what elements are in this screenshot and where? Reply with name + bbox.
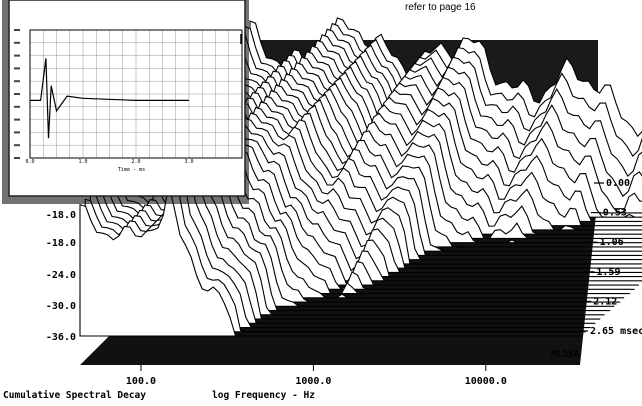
inset-x-tick-label: 3.0 [184, 159, 193, 165]
y-tick-label: -30.0 [46, 301, 76, 312]
frequency-axis-labels: 100.0 1000.0 10000.0 [126, 365, 507, 387]
chart-title: Cumulative Spectral Decay [3, 390, 146, 401]
waterfall-slice [79, 184, 580, 337]
frequency-tick-label: 1000.0 [295, 376, 331, 387]
inset-x-axis-title: Time - ms [118, 167, 145, 173]
y-tick-label: -24.0 [46, 270, 76, 281]
time-tick-label: 0.53 [603, 208, 627, 219]
time-tick-label: 1.06 [600, 237, 624, 248]
y-tick-label: -18.0 [46, 238, 76, 249]
waterfall-slices [79, 17, 642, 337]
inset-x-tick-label: 0.0 [25, 159, 34, 165]
x-axis-title: log Frequency - Hz [212, 390, 315, 401]
frequency-tick-label: 100.0 [126, 376, 156, 387]
mlssa-label: MLSSA [551, 349, 580, 360]
time-axis-labels: 0.00 0.53 1.06 1.59 2.12 2.65 msec [578, 178, 642, 337]
impulse-inset: 0.0 1.0 2.0 3.0 Time - ms [2, 0, 249, 204]
time-tick-label: 0.00 [606, 178, 630, 189]
inset-grid [14, 29, 243, 159]
inset-x-tick-label: 1.0 [78, 159, 87, 165]
y-tick-label: -18.0 [46, 210, 76, 221]
inset-x-tick-label: 2.0 [131, 159, 140, 165]
y-tick-label: -36.0 [46, 332, 76, 343]
page-reference: refer to page 16 [405, 2, 476, 13]
y-axis-labels: -18.0 -18.0 -24.0 -30.0 -36.0 [46, 210, 76, 343]
frequency-tick-label: 10000.0 [465, 376, 507, 387]
time-tick-label: 2.12 [593, 296, 617, 307]
time-tick-label: 1.59 [596, 267, 620, 278]
impulse-trace [30, 58, 189, 139]
time-tick-label: 2.65 msec [590, 326, 642, 337]
inset-x-tick-labels: 0.0 1.0 2.0 3.0 [25, 159, 193, 165]
